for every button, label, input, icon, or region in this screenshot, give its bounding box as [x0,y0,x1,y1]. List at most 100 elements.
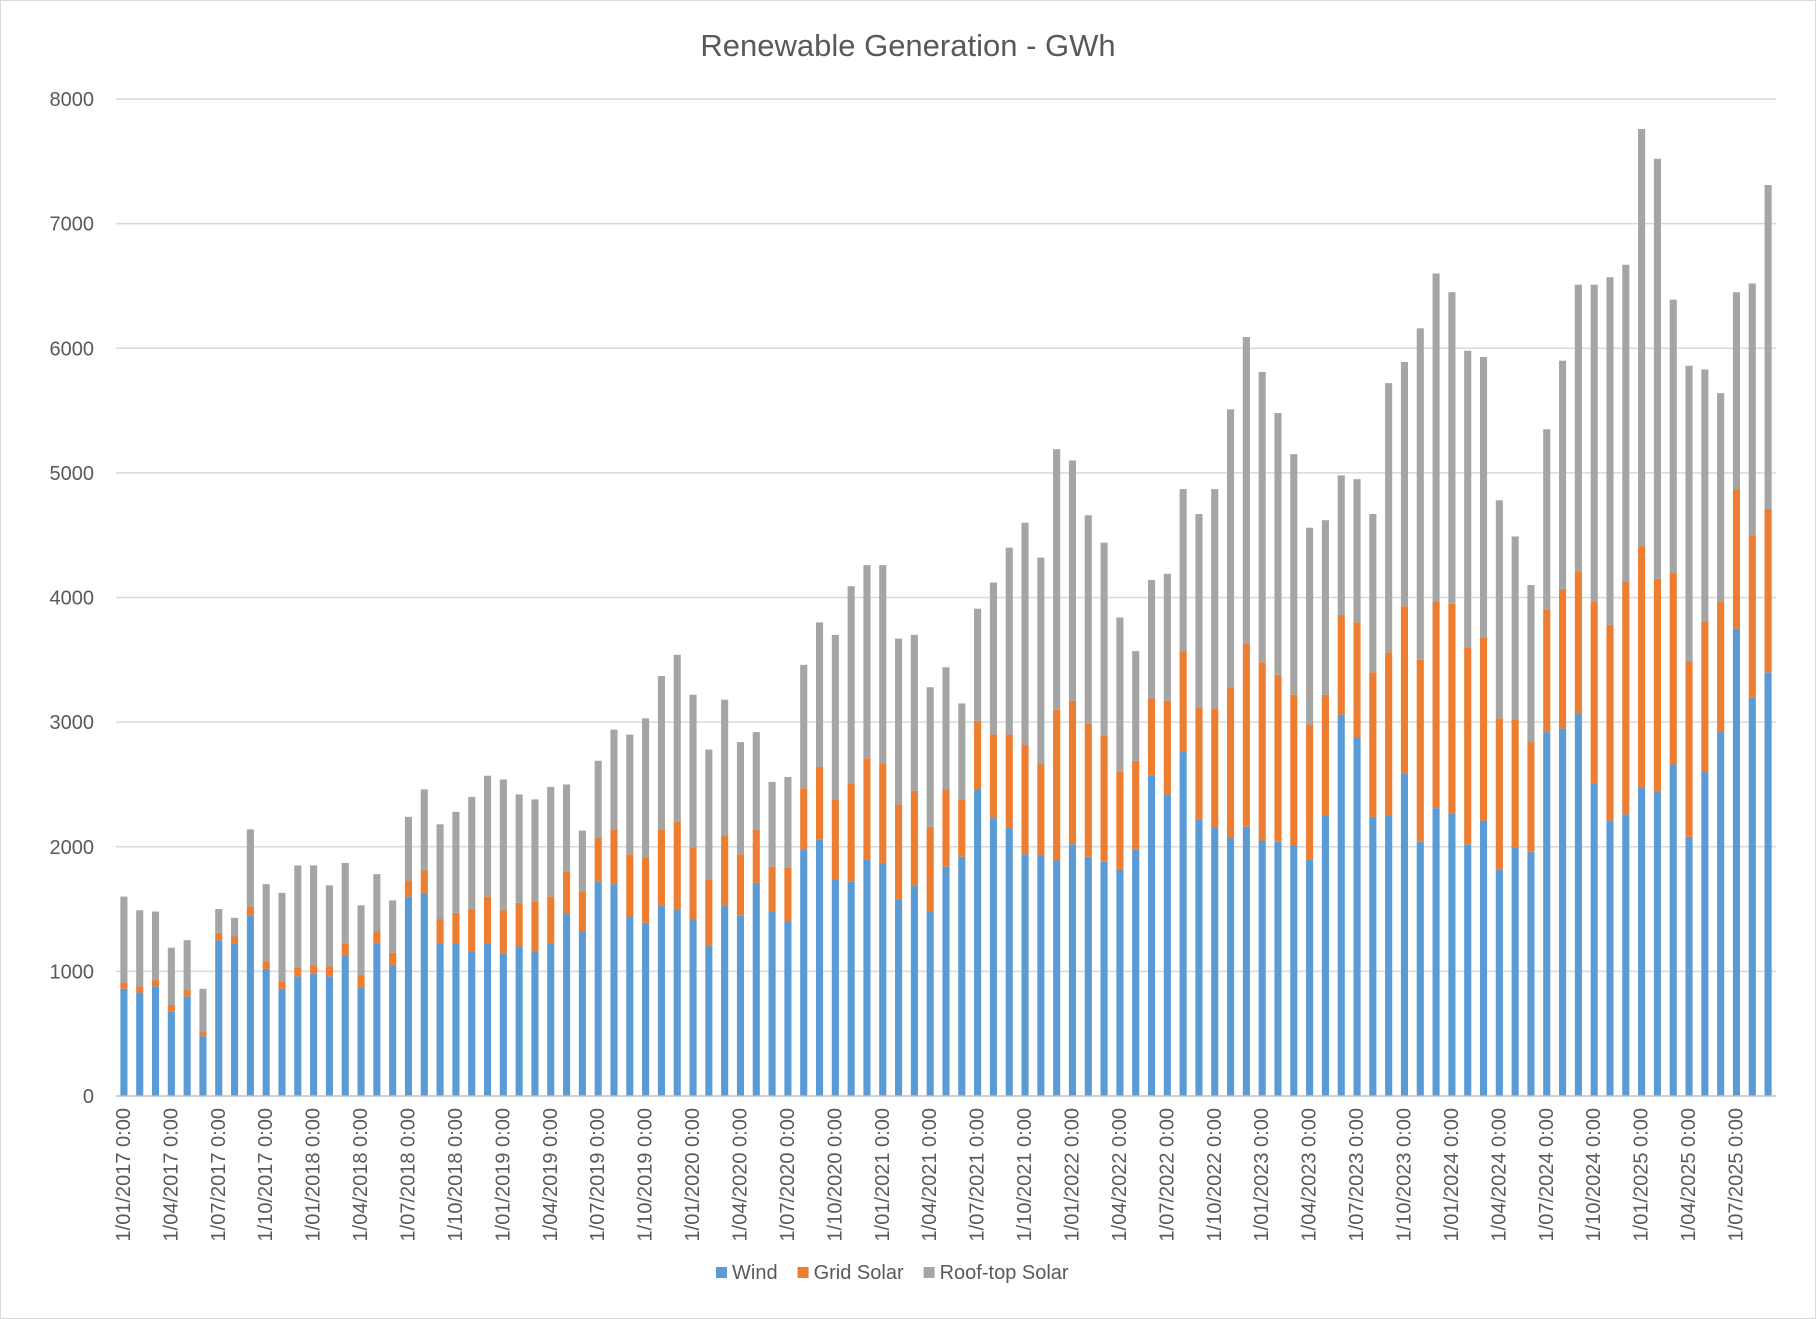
bar-wind [357,987,365,1096]
bar-wind [1448,813,1456,1096]
bar-roof-top-solar [1227,409,1235,688]
bar-roof-top-solar [1353,479,1361,623]
bar-grid-solar [1590,601,1598,784]
bar-wind [404,896,413,1096]
bar-wind [1227,838,1235,1096]
bar-roof-top-solar [1242,337,1250,644]
bar-grid-solar [1321,694,1329,816]
bar-wind [515,946,523,1096]
bar-grid-solar [642,857,650,923]
bar-grid-solar [1084,723,1092,857]
bar-roof-top-solar [578,830,586,892]
x-tick-label: 1/07/2021 0:00 [967,1108,989,1241]
bar-grid-solar [1068,700,1077,845]
bar-grid-solar [1242,643,1250,827]
x-tick-label: 1/10/2022 0:00 [1204,1108,1226,1241]
bar-wind [752,882,760,1096]
bar-grid-solar [215,932,223,941]
x-tick-label: 1/10/2021 0:00 [1014,1108,1036,1241]
bar-grid-solar [1638,546,1646,787]
bar-roof-top-solar [958,703,966,800]
bar-wind [151,986,160,1096]
bar-grid-solar [768,866,776,912]
bar-wind [1021,854,1029,1096]
x-tick-label: 1/04/2022 0:00 [1109,1108,1131,1241]
bar-wind [1116,869,1124,1096]
bar-grid-solar [547,896,555,944]
bar-wind [1068,844,1077,1096]
bar-wind [736,915,745,1096]
bar-grid-solar [1701,621,1709,772]
x-axis-ticks: 1/01/2017 0:00 1/04/2017 0:00 1/07/2017 0:… [113,1108,1748,1241]
bar-roof-top-solar [1590,284,1598,602]
bar-wind [815,839,824,1096]
bar-grid-solar [831,799,839,880]
bar-roof-top-solar [420,789,428,871]
bar-wind [847,881,855,1096]
bar-wind [578,931,586,1096]
bar-wind [1400,773,1409,1096]
bar-roof-top-solar [1732,292,1741,490]
bar-roof-top-solar [831,634,839,800]
bar-wind [642,922,650,1096]
bar-wind [389,965,397,1096]
bar-grid-solar [294,967,302,977]
bar-roof-top-solar [341,862,349,944]
bar-roof-top-solar [736,742,745,855]
bar-wind [1179,752,1187,1096]
bar-roof-top-solar [1053,449,1061,710]
bar-wind [1543,732,1551,1096]
bar-roof-top-solar [468,796,476,910]
bar-roof-top-solar [752,732,760,830]
bar-grid-solar [1053,709,1061,861]
bar-roof-top-solar [1116,617,1124,772]
bar-grid-solar [404,880,413,897]
bar-wind [1053,860,1061,1096]
bar-wind [1337,714,1345,1096]
bar-grid-solar [1306,724,1314,860]
bar-wind [136,992,144,1096]
bar-roof-top-solar [989,582,997,735]
legend-swatch [797,1267,809,1278]
bar-wind [1147,775,1156,1096]
bar-wind [278,988,286,1096]
x-tick-label: 1/10/2018 0:00 [445,1108,467,1241]
bar-grid-solar [1606,624,1614,821]
bar-roof-top-solar [1179,489,1187,652]
bar-grid-solar [752,829,760,883]
bar-roof-top-solar [389,900,397,953]
bar-grid-solar [278,981,286,989]
bar-roof-top-solar [294,865,302,968]
bar-roof-top-solar [879,565,887,764]
bar-roof-top-solar [1432,273,1440,602]
bar-roof-top-solar [1290,454,1298,695]
bar-wind [1353,737,1361,1096]
bar-roof-top-solar [1511,536,1519,720]
legend: Wind Grid Solar Roof-top Solar [716,1262,1069,1284]
bar-roof-top-solar [531,799,539,902]
bar-wind [657,905,665,1096]
bar-roof-top-solar [1701,369,1709,622]
x-tick-label: 1/04/2023 0:00 [1299,1108,1321,1241]
bar-grid-solar [1211,708,1219,829]
bar-grid-solar [531,901,539,952]
bar-wind [626,916,634,1096]
bar-grid-solar [1495,718,1503,870]
bar-wind [183,996,191,1096]
bar-roof-top-solar [120,896,128,983]
bar-grid-solar [1353,622,1361,738]
x-tick-label: 1/01/2025 0:00 [1631,1108,1653,1241]
bar-grid-solar [341,943,349,956]
bar-wind [310,973,318,1096]
bar-roof-top-solar [1005,547,1013,735]
bar-wind [1242,826,1250,1096]
bar-roof-top-solar [262,884,270,962]
x-tick-label: 1/07/2023 0:00 [1346,1108,1368,1241]
bar-grid-solar [1400,606,1409,774]
bar-wind [1037,855,1045,1096]
bar-roof-top-solar [1448,292,1456,604]
bar-wind [594,881,602,1096]
bar-roof-top-solar [974,608,982,721]
bar-grid-solar [1195,707,1203,820]
bar-roof-top-solar [800,664,808,789]
